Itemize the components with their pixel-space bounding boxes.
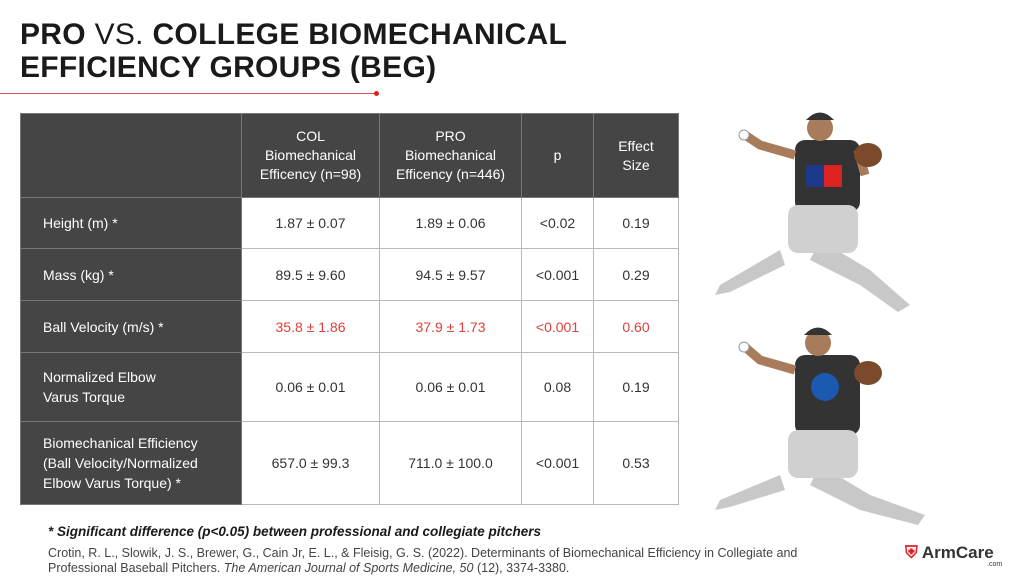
pitcher-pro [715,112,910,312]
logo-domain: .com [987,561,1003,568]
title-part: EFFICIENCY GROUPS (BEG) [20,51,437,84]
divider [0,91,379,96]
logo-icon: ⛨ [905,543,918,562]
citation-text: (12), 3374-3380. [476,561,570,575]
table-cell: 0.08 [521,352,594,422]
table-row: Height (m) * 1.87 ± 0.07 1.89 ± 0.06 <0.02 0… [20,197,679,249]
text-line: Biomechanical [404,147,497,163]
title-part: VS. [94,18,144,51]
text-line: Efficency (n=446) [395,166,506,182]
row-label: Biomechanical Efficiency (Ball Velocity/N… [20,421,242,505]
text-line: Biomechanical [264,147,357,163]
text-line: Varus Torque [43,389,125,405]
table-cell: 1.89 ± 0.06 [379,197,522,249]
table-cell: 711.0 ± 100.0 [379,421,522,505]
table-body: Height (m) * 1.87 ± 0.07 1.89 ± 0.06 <0.02 0… [20,197,679,505]
text-line: Efficency (n=98) [259,166,362,182]
table-cell: 657.0 ± 99.3 [241,421,380,505]
header-cell: Effect Size [593,113,679,198]
row-label: Mass (kg) * [20,248,242,301]
table-cell: 0.19 [593,352,679,422]
text-line: Elbow Varus Torque) * [43,475,181,491]
table-cell: 35.8 ± 1.86 [241,300,380,353]
pitcher-college [715,327,925,525]
title-part: PRO [20,18,86,51]
table-cell: 89.5 ± 9.60 [241,248,380,301]
header-cell [20,113,242,198]
table-cell: 0.53 [593,421,679,505]
citation-text: Crotin, R. L., Slowik, J. S., Brewer, G.… [48,546,798,575]
logo-text: ArmCare [921,543,994,562]
table-cell: 37.9 ± 1.73 [379,300,522,353]
pitcher-illustrations [715,112,925,525]
header-row: COL Biomechanical Efficency (n=98) PRO Biome… [20,113,679,198]
header-cell: PRO Biomechanical Efficency (n=446) [379,113,522,198]
table-row: Mass (kg) * 89.5 ± 9.60 94.5 ± 9.57 <0.001 0… [20,248,679,301]
header-cell: p [521,113,594,198]
title: PRO VS. COLLEGE BIOMECHANICAL EFFICIENCY … [20,18,567,84]
row-label: Normalized Elbow Varus Torque [20,352,242,422]
header-cell: COL Biomechanical Efficency (n=98) [241,113,380,198]
table-cell: 94.5 ± 9.57 [379,248,522,301]
row-label: Ball Velocity (m/s) * [20,300,242,353]
title-part: COLLEGE BIOMECHANICAL [152,18,568,51]
text-line: p [553,147,562,163]
table-row: Biomechanical Efficiency (Ball Velocity/N… [20,421,679,505]
row-label: Height (m) * [20,197,242,249]
text-line: Size [622,156,650,173]
table-cell: <0.001 [521,300,594,353]
text-line: COL [296,128,325,144]
footnote: * Significant difference (p<0.05) betwee… [48,524,542,539]
text-line: PRO [435,128,466,144]
text-line: Mass (kg) * [43,266,114,283]
table: COL Biomechanical Efficency (n=98) PRO Biome… [20,113,679,505]
table-cell: 0.06 ± 0.01 [241,352,380,422]
table-row: Normalized Elbow Varus Torque 0.06 ± 0.01 0… [20,352,679,422]
citation: Crotin, R. L., Slowik, J. S., Brewer, G.… [48,546,838,576]
table-cell: <0.001 [521,248,594,301]
citation-journal: The American Journal of Sports Medicine,… [223,561,474,575]
text-line: Normalized Elbow [43,369,156,385]
table-cell: <0.001 [521,421,594,505]
table-cell: 0.19 [593,197,679,249]
table-row: Ball Velocity (m/s) * 35.8 ± 1.86 37.9 ± 1… [20,300,679,353]
table-cell: <0.02 [521,197,594,249]
text-line: Effect [618,137,654,154]
logo: ⛨ ArmCare .com [905,543,1002,568]
text-line: Biomechanical Efficiency [43,435,198,451]
text-line: Height (m) * [43,215,118,231]
table-cell: 0.06 ± 0.01 [379,352,522,422]
table-cell: 0.60 [593,300,679,353]
text-line: Ball Velocity (m/s) * [43,318,164,335]
table-cell: 1.87 ± 0.07 [241,197,380,249]
table-cell: 0.29 [593,248,679,301]
text-line: (Ball Velocity/Normalized [43,455,198,471]
